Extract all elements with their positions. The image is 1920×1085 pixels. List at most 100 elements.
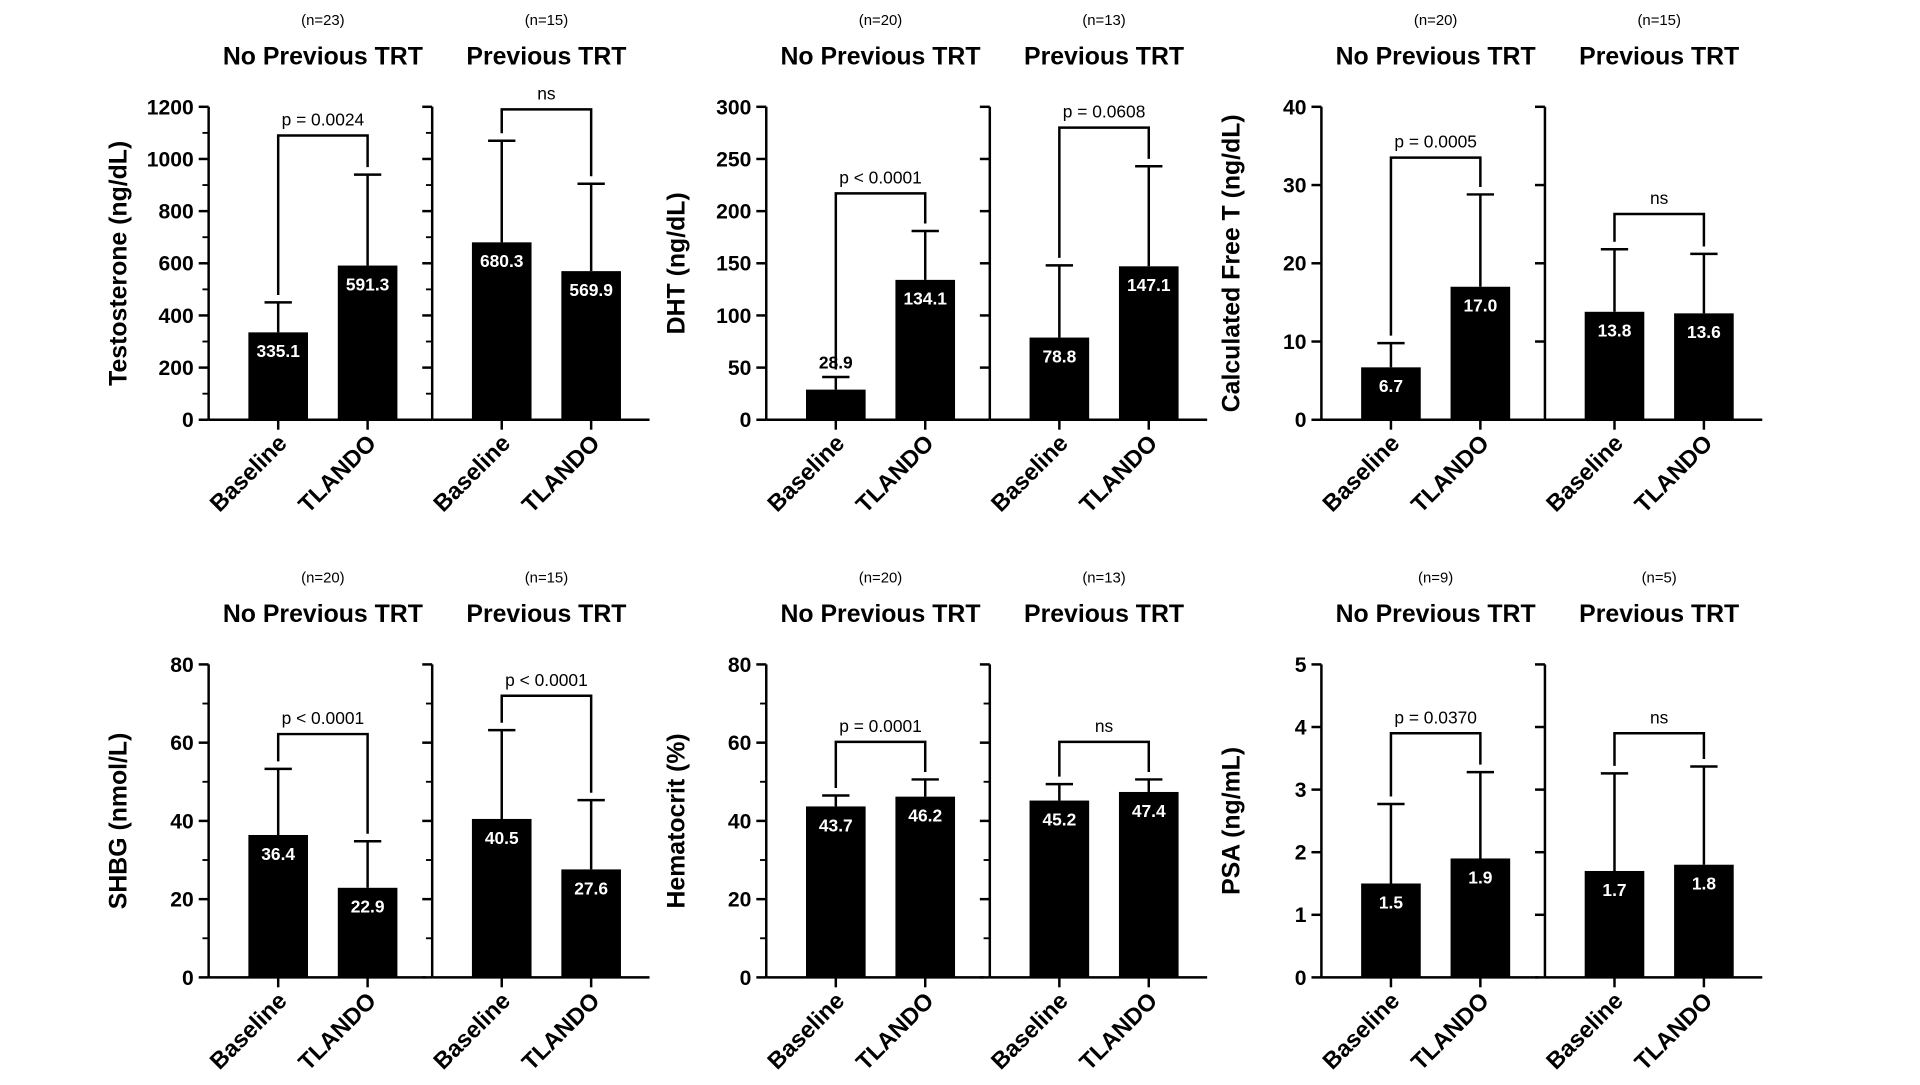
y-tick-label: 50 <box>728 357 751 380</box>
x-category-label: TLANDO <box>1406 987 1494 1075</box>
group-title: No Previous TRT <box>1336 601 1536 628</box>
bar-value-label: 27.6 <box>574 878 608 898</box>
group-title: No Previous TRT <box>1336 44 1536 71</box>
group-title: Previous TRT <box>1024 601 1184 628</box>
y-tick-label: 40 <box>1283 96 1306 119</box>
bar-value-label: 46.2 <box>908 805 942 825</box>
comparison-label: p = 0.0001 <box>839 716 922 736</box>
comparison-label: p < 0.0001 <box>505 670 588 690</box>
bar <box>1361 883 1421 978</box>
comparison-label: p < 0.0001 <box>282 708 365 728</box>
group-title: Previous TRT <box>466 601 626 628</box>
bar <box>895 279 956 420</box>
bar-value-label: 569.9 <box>569 280 613 300</box>
chart-panel-4: SHBG (nmol/L) 0 20 40 60 80 (n=20) No Previous … <box>106 570 650 1075</box>
y-axis-label: PSA (ng/mL) <box>1218 747 1245 895</box>
y-tick-label: 40 <box>728 810 751 833</box>
y-tick-label: 0 <box>1295 409 1307 432</box>
y-tick-label: 20 <box>1283 253 1306 276</box>
group-n-label: (n=20) <box>1414 13 1457 29</box>
bar <box>806 806 866 978</box>
y-tick-label: 250 <box>716 148 751 171</box>
y-tick-label: 30 <box>1283 174 1306 197</box>
comparison-bracket <box>276 732 369 834</box>
y-axis-label: DHT (ng/dL) <box>663 192 690 334</box>
bar <box>337 265 398 420</box>
bar-value-label: 6.7 <box>1379 376 1403 396</box>
y-tick-label: 200 <box>159 357 194 380</box>
group-n-label: (n=20) <box>859 13 902 29</box>
comparison-bracket <box>500 694 593 793</box>
comparison-bracket <box>1389 156 1482 336</box>
group-n-label: (n=20) <box>301 570 344 586</box>
y-tick-label: 0 <box>1295 967 1307 990</box>
group-n-label: (n=23) <box>301 13 344 29</box>
y-tick-label: 0 <box>182 967 194 990</box>
comparison-bracket <box>834 192 927 370</box>
bar-value-label: 1.8 <box>1692 874 1716 894</box>
bar-value-label: 78.8 <box>1042 346 1076 366</box>
y-tick-label: 0 <box>182 409 194 432</box>
group-n-label: (n=15) <box>1637 13 1680 29</box>
bar-value-label: 45.2 <box>1042 809 1076 829</box>
y-tick-label: 1200 <box>147 96 194 119</box>
y-tick-label: 400 <box>159 305 194 328</box>
x-category-label: Baseline <box>986 430 1073 517</box>
bar <box>1029 800 1090 978</box>
x-category-label: Baseline <box>428 430 515 517</box>
group-n-label: (n=20) <box>859 570 902 586</box>
x-category-label: TLANDO <box>1074 987 1162 1075</box>
comparison-bracket <box>1613 732 1706 766</box>
y-tick-label: 2 <box>1295 842 1307 865</box>
y-tick-label: 40 <box>170 810 193 833</box>
x-category-label: TLANDO <box>1630 987 1718 1075</box>
chart-panel-5: Hematocrit (%) 0 20 40 60 80 (n=20) No Previous… <box>663 570 1208 1075</box>
bar-value-label: 13.6 <box>1687 322 1721 342</box>
y-tick-label: 800 <box>159 201 194 224</box>
y-axis-label: SHBG (nmol/L) <box>106 733 133 910</box>
y-axis-label: Calculated Free T (ng/dL) <box>1218 114 1245 412</box>
x-category-label: TLANDO <box>851 987 939 1075</box>
group-title: Previous TRT <box>1579 601 1739 628</box>
chart-panel-3: Calculated Free T (ng/dL) 0 10 20 30 40 (n=20)… <box>1218 13 1763 518</box>
x-category-label: TLANDO <box>293 987 381 1075</box>
x-category-label: TLANDO <box>1406 430 1494 518</box>
y-tick-label: 3 <box>1295 779 1307 802</box>
y-tick-label: 600 <box>159 253 194 276</box>
x-category-label: Baseline <box>1541 430 1628 517</box>
bar <box>1118 266 1179 420</box>
y-tick-label: 80 <box>728 654 751 677</box>
bar-value-label: 13.8 <box>1598 321 1632 341</box>
bar <box>1674 313 1734 420</box>
y-tick-label: 1000 <box>147 148 194 171</box>
y-axis-label: Testosterone (ng/dL) <box>106 141 133 386</box>
bar-value-label: 680.3 <box>480 251 524 271</box>
comparison-label: ns <box>1095 716 1114 736</box>
comparison-label: p = 0.0005 <box>1394 132 1477 152</box>
comparison-bracket <box>276 134 369 295</box>
bar <box>561 271 621 420</box>
x-category-label: Baseline <box>986 987 1073 1074</box>
bar <box>248 332 308 420</box>
comparison-bracket <box>1058 740 1151 777</box>
bar <box>561 869 621 978</box>
y-tick-label: 10 <box>1283 331 1306 354</box>
bar-value-label: 43.7 <box>819 815 853 835</box>
bar-value-label: 591.3 <box>346 274 390 294</box>
bar-value-label: 134.1 <box>903 289 947 309</box>
y-tick-label: 200 <box>716 201 751 224</box>
x-category-label: Baseline <box>1317 987 1404 1074</box>
bar <box>1674 864 1734 978</box>
comparison-bracket <box>1389 732 1482 797</box>
chart-panel-2: DHT (ng/dL) 0 50 100 150 200 250 300 (n=20) No Pr… <box>663 13 1208 518</box>
comparison-label: p < 0.0001 <box>839 167 922 187</box>
x-category-label: Baseline <box>762 987 849 1074</box>
comparison-label: ns <box>1650 188 1669 208</box>
y-tick-label: 4 <box>1295 716 1307 739</box>
group-n-label: (n=9) <box>1418 570 1453 586</box>
group-title: No Previous TRT <box>780 44 980 71</box>
bar <box>1361 367 1421 420</box>
y-tick-label: 60 <box>728 732 751 755</box>
bar <box>806 389 866 420</box>
